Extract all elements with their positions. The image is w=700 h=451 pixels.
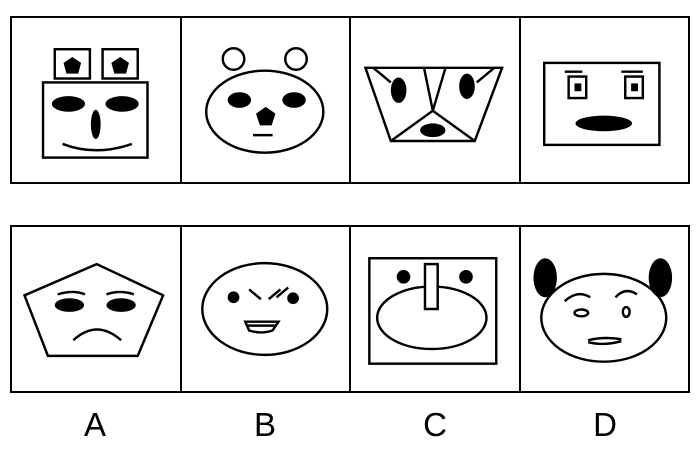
- ellipse-face-with-circle-ears: [204, 47, 325, 154]
- option-label-a[interactable]: A: [83, 406, 106, 443]
- question-cell-4: [521, 18, 689, 182]
- options-row: [10, 225, 690, 393]
- option-d-cell[interactable]: [521, 227, 689, 391]
- option-b-cell[interactable]: [182, 227, 351, 391]
- trapezoid-face: [363, 66, 504, 143]
- ellipse-face-with-black-ears: [532, 258, 672, 363]
- rectangle-face-with-square-eyes: [542, 61, 661, 147]
- option-labels: A B C D: [10, 402, 690, 448]
- question-cell-2: [182, 18, 351, 182]
- option-a-cell[interactable]: [12, 227, 182, 391]
- option-label-d[interactable]: D: [593, 406, 617, 443]
- rectangle-face-with-square-ears: [41, 48, 149, 159]
- question-cell-3: [351, 18, 521, 182]
- question-row: [10, 16, 690, 184]
- option-label-c[interactable]: C: [423, 406, 447, 443]
- square-frame-ellipse-face: [368, 257, 498, 365]
- option-c-cell[interactable]: [351, 227, 521, 391]
- question-cell-1: [12, 18, 182, 182]
- ellipse-angry-face: [200, 261, 328, 357]
- pentagon-face: [22, 262, 165, 358]
- option-label-b[interactable]: B: [253, 406, 276, 443]
